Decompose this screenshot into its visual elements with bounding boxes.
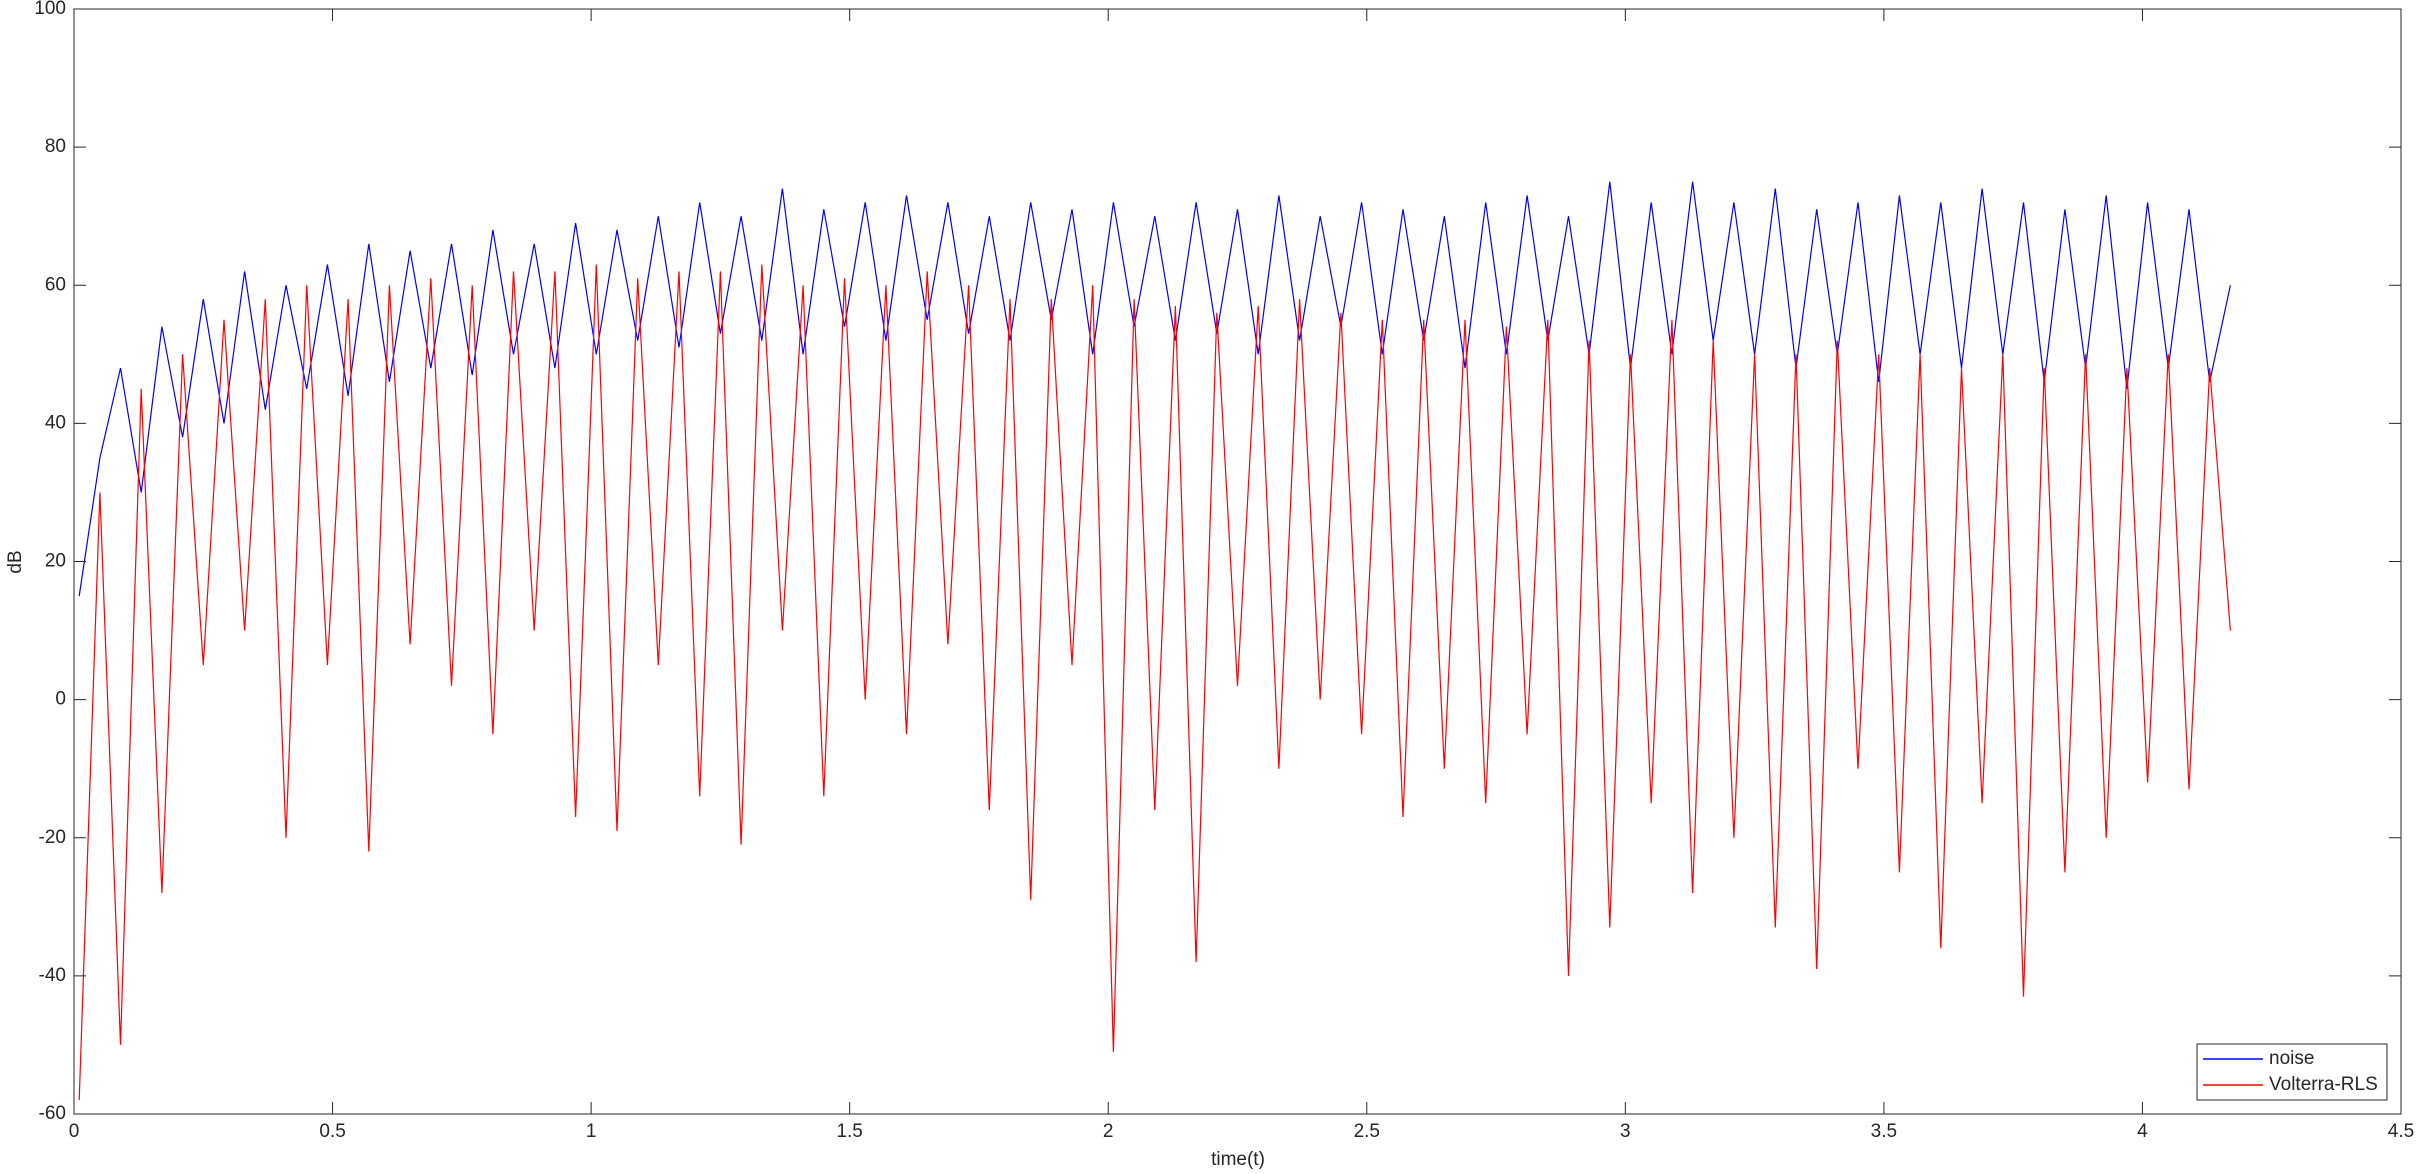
x-tick-label: 4	[2137, 1121, 2148, 1142]
legend-box	[2196, 1043, 2388, 1101]
x-tick-label: 0.5	[319, 1121, 345, 1142]
x-tick-label: 2	[1103, 1121, 1114, 1142]
x-tick-label: 2.5	[1354, 1121, 1380, 1142]
y-tick-label: 100	[34, 0, 66, 19]
y-tick-label: 20	[45, 551, 66, 572]
x-tick-label: 3	[1620, 1121, 1631, 1142]
x-axis-label: time(t)	[1211, 1149, 1265, 1170]
series-line	[78, 181, 2231, 597]
x-tick-label: 1	[586, 1121, 597, 1142]
x-tick-label: 4.5	[2388, 1121, 2414, 1142]
x-tick-label: 1.5	[836, 1121, 862, 1142]
y-tick-label: -20	[39, 827, 66, 848]
legend-label: noise	[2269, 1048, 2314, 1069]
x-tick-label: 3.5	[1871, 1121, 1897, 1142]
y-tick-label: 40	[45, 412, 66, 433]
y-tick-label: -60	[39, 1103, 66, 1124]
y-tick-label: 60	[45, 274, 66, 295]
x-tick-label: 0	[69, 1121, 80, 1142]
legend-label: Volterra-RLS	[2269, 1074, 2378, 1095]
y-tick-label: 80	[45, 136, 66, 157]
y-tick-label: -40	[39, 965, 66, 986]
series-line	[78, 264, 2231, 1101]
y-tick-label: 0	[55, 689, 66, 710]
y-axis-label: dB	[5, 550, 26, 573]
